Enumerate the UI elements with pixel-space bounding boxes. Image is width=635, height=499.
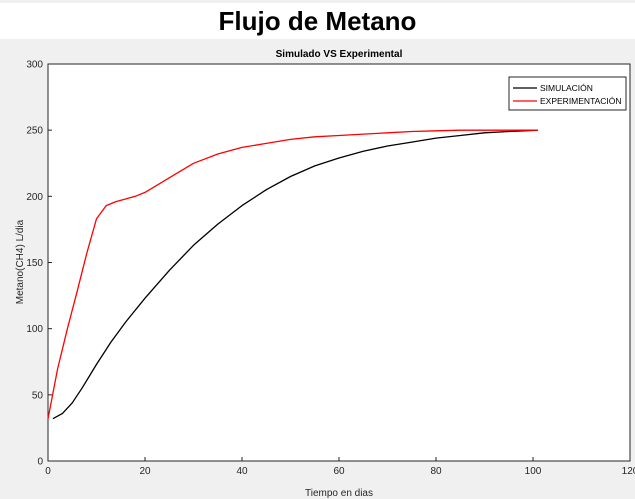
axis-ticks: 0 20 40 60 80 100 120 0 50 100 150 200 250 300 xyxy=(26,60,635,478)
x-tick-label: 80 xyxy=(430,466,442,477)
y-tick-label: 250 xyxy=(26,126,43,137)
y-tick-label: 300 xyxy=(26,60,43,71)
legend-box xyxy=(508,76,627,111)
y-tick-label: 200 xyxy=(26,192,43,203)
series-lines xyxy=(47,129,538,420)
page-title: Flujo de Metano xyxy=(0,3,635,39)
y-tick-label: 0 xyxy=(37,457,43,468)
legend-label: EXPERIMENTACIÓN xyxy=(540,96,622,106)
series-line-experimentacion xyxy=(47,129,538,419)
x-tick-label: 100 xyxy=(525,466,542,477)
x-tick-label: 60 xyxy=(333,466,345,477)
y-tick-label: 50 xyxy=(32,390,44,401)
x-tick-label: 0 xyxy=(45,466,51,477)
chart: Simulado VS Experimental Tiempo en dias … xyxy=(15,49,635,499)
y-axis-label: Metano(CH4) L/dia xyxy=(15,219,26,304)
plot-area xyxy=(47,63,631,462)
x-tick-label: 120 xyxy=(622,466,635,477)
series-line-simulacion xyxy=(52,129,538,420)
y-tick-label: 150 xyxy=(26,258,43,269)
x-tick-label: 20 xyxy=(139,466,151,477)
legend-label: SIMULACIÓN xyxy=(540,83,593,93)
y-tick-label: 100 xyxy=(26,324,43,335)
chart-title: Simulado VS Experimental xyxy=(276,49,403,60)
x-tick-label: 40 xyxy=(236,466,248,477)
legend: SIMULACIÓN EXPERIMENTACIÓN xyxy=(508,76,627,111)
x-axis-label: Tiempo en dias xyxy=(305,488,373,499)
